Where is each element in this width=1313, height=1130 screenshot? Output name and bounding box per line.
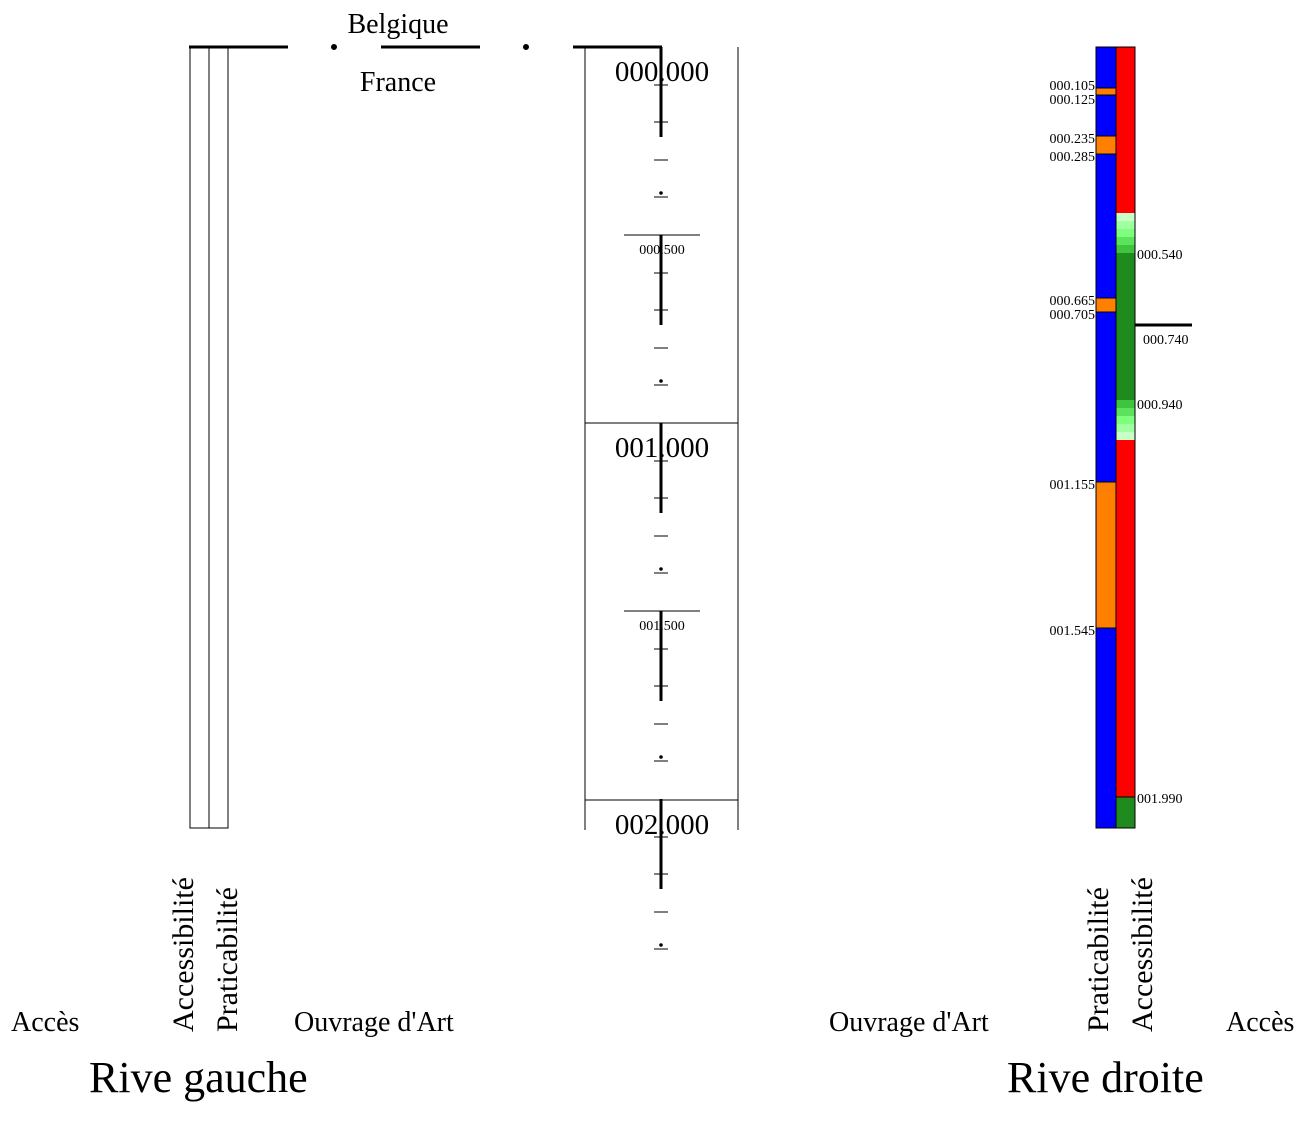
right-bank-title: Rive droite: [1007, 1053, 1204, 1102]
km-scale: [584, 47, 739, 950]
left-accessibilite-bar: [189, 46, 210, 829]
km-label-1: 001.000: [615, 432, 709, 464]
acc-label-000-540: 000.540: [1137, 248, 1183, 263]
country-top-label: Belgique: [347, 9, 448, 40]
acc-label-000-940: 000.940: [1137, 398, 1183, 413]
country-bottom-label: France: [360, 67, 436, 98]
left-ouvrage-header: Ouvrage d'Art: [294, 1007, 454, 1038]
left-praticabilite-header: Praticabilité: [211, 887, 244, 1032]
right-praticabilite-header: Praticabilité: [1082, 887, 1115, 1032]
acc-label-001-990: 001.990: [1137, 792, 1183, 807]
acc-label-000-740: 000.740: [1143, 333, 1189, 348]
right-praticabilite-bar: [1095, 46, 1117, 829]
km-label-0: 000.000: [615, 56, 709, 88]
km-label-0-5: 000.500: [639, 243, 685, 258]
right-accessibilite-header: Accessibilité: [1126, 877, 1159, 1032]
prat-label-000-285: 000.285: [1050, 150, 1096, 165]
right-acces-header: Accès: [1226, 1007, 1294, 1038]
right-ouvrage-header: Ouvrage d'Art: [829, 1007, 989, 1038]
km-axis-line: [654, 47, 668, 950]
km-label-2: 002.000: [615, 809, 709, 841]
prat-label-001-545: 001.545: [1050, 624, 1096, 639]
prat-label-000-705: 000.705: [1050, 308, 1096, 323]
prat-label-000-235: 000.235: [1050, 132, 1096, 147]
border-line: [189, 44, 662, 50]
prat-label-000-105: 000.105: [1050, 79, 1096, 94]
right-accessibilite-bar: [1115, 46, 1136, 829]
prat-label-000-125: 000.125: [1050, 93, 1096, 108]
prat-label-001-155: 001.155: [1050, 478, 1096, 493]
left-bank-title: Rive gauche: [89, 1053, 308, 1102]
km-label-1-5: 001.500: [639, 619, 685, 634]
left-accessibilite-header: Accessibilité: [167, 877, 200, 1032]
left-praticabilite-bar: [208, 46, 229, 829]
left-acces-header: Accès: [11, 1007, 79, 1038]
prat-label-000-665: 000.665: [1050, 294, 1096, 309]
